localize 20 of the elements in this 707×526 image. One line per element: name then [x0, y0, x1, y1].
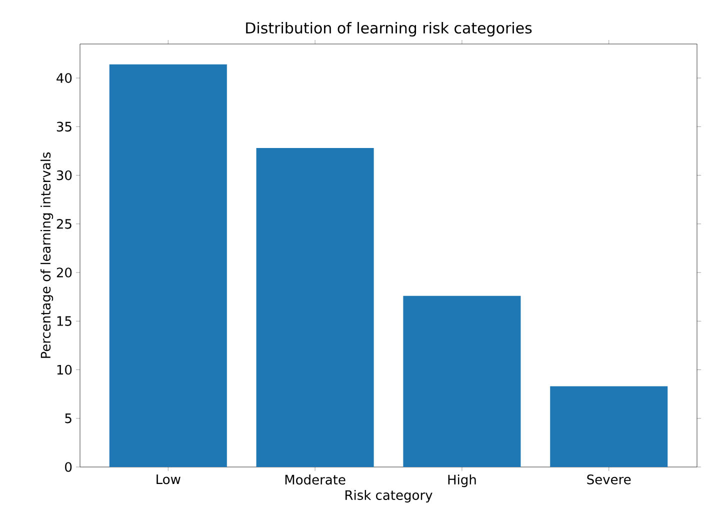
bar — [256, 148, 374, 467]
y-tick-label: 25 — [56, 218, 72, 229]
x-tick-label: Low — [156, 474, 180, 484]
y-tick-label: 30 — [56, 170, 72, 180]
y-tick-label: 20 — [56, 268, 72, 278]
bar — [550, 386, 668, 467]
chart-title: Distribution of learning risk categories — [246, 22, 532, 36]
y-axis-title: Percentage of learning intervals — [40, 152, 54, 358]
x-tick-label: Severe — [587, 474, 631, 484]
bar — [109, 64, 227, 467]
x-axis-title: Risk category — [346, 490, 432, 503]
y-tick-label: 5 — [65, 414, 72, 424]
y-tick-label: 10 — [57, 364, 72, 375]
y-tick-label: 15 — [57, 316, 72, 326]
y-tick-label: 35 — [56, 122, 72, 132]
y-tick-label: 0 — [65, 462, 72, 472]
y-tick-label: 40 — [56, 73, 72, 83]
x-tick-label: High — [448, 474, 476, 488]
bar — [403, 296, 521, 467]
x-tick-label: Moderate — [285, 474, 346, 485]
